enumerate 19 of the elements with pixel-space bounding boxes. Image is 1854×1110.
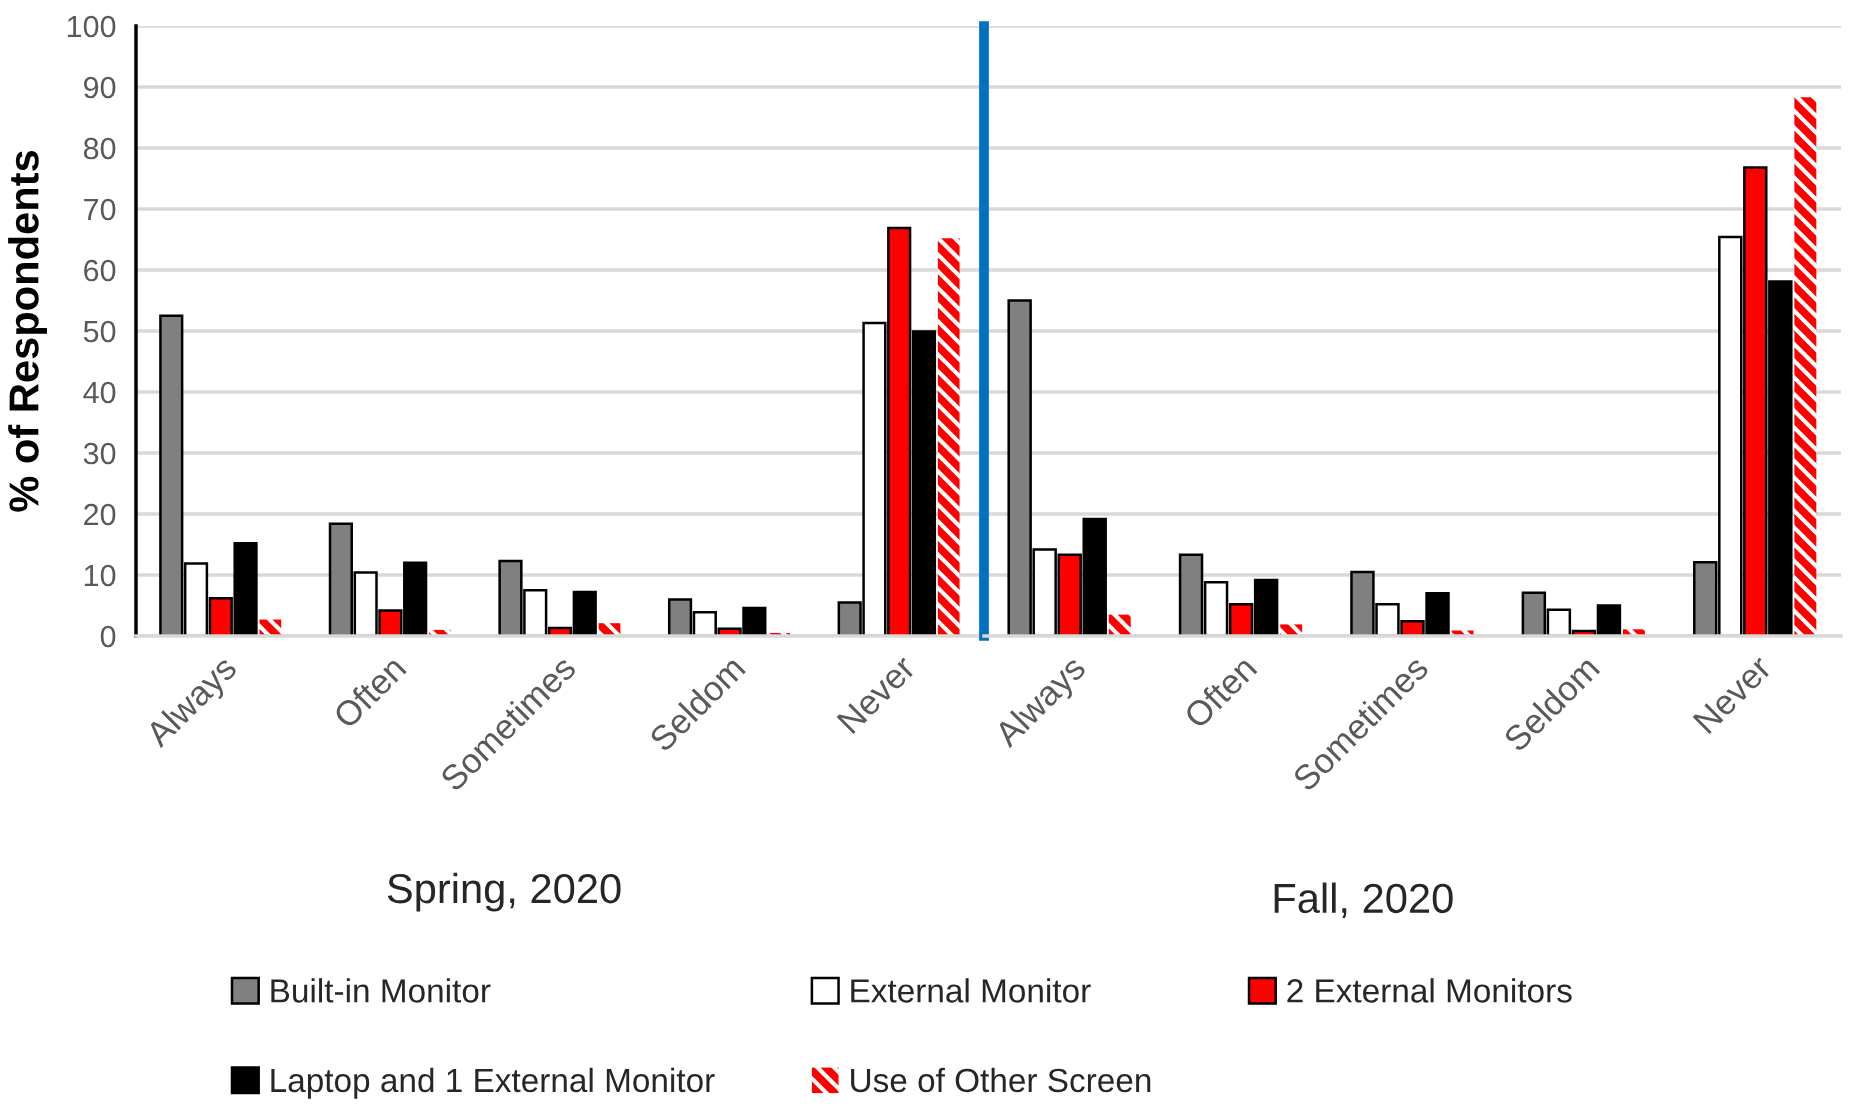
x-axis-title: Fall, 2020 <box>1274 882 1453 919</box>
y-tick-label: 30 <box>83 442 116 465</box>
x-axis-title: Spring, 2020 <box>387 872 621 912</box>
y-tick-label: 20 <box>84 503 116 526</box>
legend-label: Laptop and 1 External Monitor <box>271 1067 715 1099</box>
legend-label: 2 External Monitors <box>1287 978 1572 1003</box>
y-tick-label: 10 <box>84 564 116 587</box>
legend-label: Built-in Monitor <box>271 978 491 1003</box>
y-tick-label: 50 <box>83 320 116 343</box>
y-tick-label: 80 <box>83 137 116 160</box>
y-tick-label: 0 <box>100 625 116 648</box>
y-tick-label: 100 <box>67 15 116 38</box>
y-tick-label: 40 <box>83 381 116 404</box>
y-tick-label: 70 <box>84 198 116 221</box>
legend-label: Use of Other Screen <box>851 1067 1151 1093</box>
y-tick-label: 90 <box>84 76 116 99</box>
y-tick-label: 60 <box>84 259 116 282</box>
y-axis-title: % of Respondents <box>8 150 47 512</box>
legend-label: External Monitor <box>851 978 1091 1003</box>
